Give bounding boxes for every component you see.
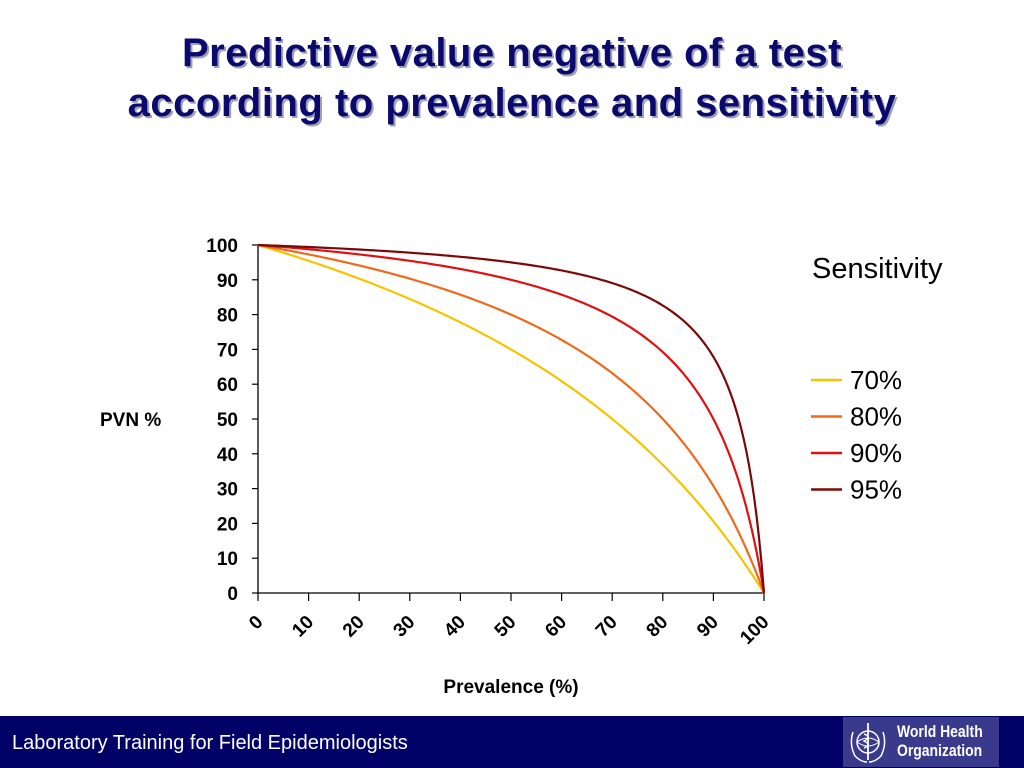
series-line-70pct: [257, 243, 765, 594]
y-tick-label: 60: [217, 375, 238, 396]
x-tick-label: 100: [736, 612, 773, 649]
legend-label: 95%: [850, 475, 902, 505]
x-tick-label: 80: [643, 612, 673, 642]
x-tick-label: 50: [491, 612, 521, 642]
legend-title: Sensitivity: [812, 253, 943, 285]
who-emblem-icon: [850, 723, 886, 763]
y-tick-label: 20: [217, 514, 238, 535]
y-axis-title: PVN %: [100, 410, 161, 431]
legend-item: 90%: [811, 438, 902, 468]
legend-item: 70%: [811, 365, 902, 395]
x-tick-label: 20: [339, 612, 369, 642]
y-tick-label: 90: [217, 271, 238, 292]
y-tick-label: 50: [217, 410, 238, 431]
who-logo-line-1: World Health: [897, 722, 983, 741]
axes: 0 10 20 30 40 50 60 70 80 90 100 0 10 20 30 40 50 60 70 80 9…: [206, 236, 773, 649]
legend-item: 95%: [811, 475, 902, 505]
who-logo: World Health Organization: [843, 717, 999, 767]
who-logo-text: World Health Organization: [897, 722, 983, 760]
curves: [257, 243, 766, 594]
x-tick-label: 60: [541, 612, 571, 642]
slide-title-line-1: Predictive value negative of a test: [182, 31, 842, 75]
x-axis-title: Prevalence (%): [443, 677, 578, 698]
y-tick-label: 0: [227, 584, 238, 605]
x-tick-label: 0: [245, 612, 267, 634]
legend-label: 70%: [850, 365, 902, 395]
y-tick-label: 80: [217, 306, 238, 327]
y-tick-label: 70: [217, 340, 238, 361]
y-tick-label: 30: [217, 480, 238, 501]
series-line-80pct: [257, 243, 766, 594]
x-tick-label: 70: [592, 612, 622, 642]
legend: 70% 80% 90% 95%: [811, 365, 902, 505]
legend-item: 80%: [811, 402, 902, 432]
footer-text: Laboratory Training for Field Epidemiolo…: [12, 732, 408, 754]
legend-label: 80%: [850, 402, 902, 432]
pvn-chart: 0 10 20 30 40 50 60 70 80 90 100 0 10 20 30 40 50 60 70 80 9…: [100, 236, 943, 698]
series-line-90pct: [257, 243, 766, 594]
x-tick-label: 30: [390, 612, 420, 642]
who-logo-line-2: Organization: [897, 741, 983, 760]
y-tick-label: 10: [217, 549, 238, 570]
slide-title: Predictive value negative of a test acco…: [0, 28, 1024, 128]
y-tick-label: 40: [217, 445, 238, 466]
x-tick-label: 40: [440, 612, 470, 642]
x-tick-label: 90: [693, 612, 723, 642]
y-tick-label: 100: [206, 236, 238, 257]
legend-label: 90%: [850, 438, 902, 468]
series-line-95pct: [257, 243, 766, 594]
x-tick-label: 10: [288, 612, 318, 642]
slide-title-line-2: according to prevalence and sensitivity: [127, 81, 897, 125]
